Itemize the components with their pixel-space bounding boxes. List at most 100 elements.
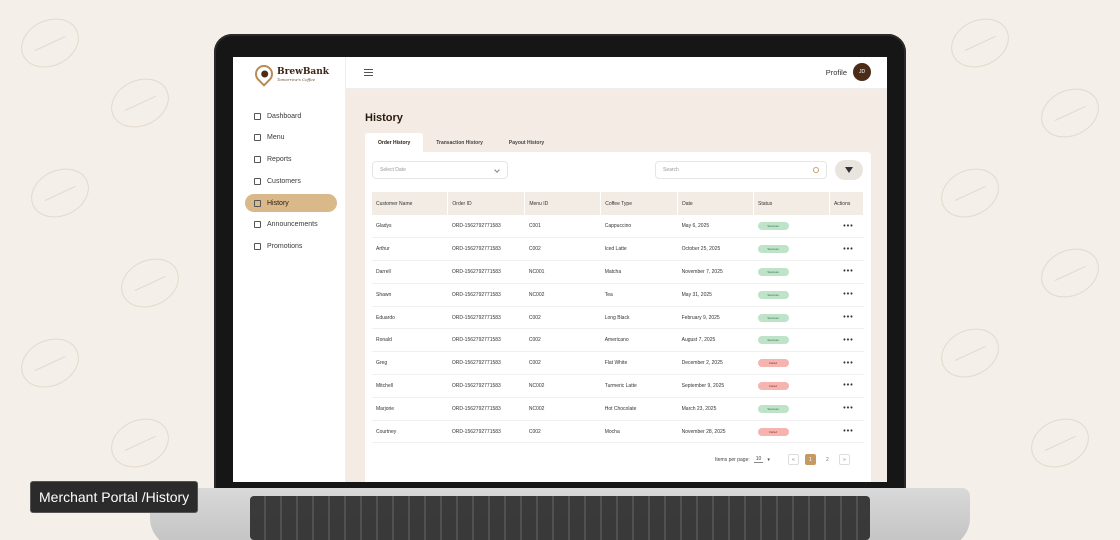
cell-date: November 28, 2025 xyxy=(677,420,754,444)
filter-button[interactable] xyxy=(835,160,863,180)
cell-actions: ••• xyxy=(829,374,864,398)
status-badge: Failed xyxy=(757,427,789,436)
status-badge: Success xyxy=(757,290,789,299)
cell-actions: ••• xyxy=(829,260,864,284)
table-row[interactable]: Arthur ORD-1562792771583 C002 Iced Latte Oct… xyxy=(372,237,864,262)
table-row[interactable]: Shawn ORD-1562792771583 NC002 Tea May 31, 20… xyxy=(372,283,864,307)
status-badge: Failed xyxy=(757,381,789,390)
page-button-2[interactable]: 2 xyxy=(825,456,829,463)
cell-coffee: Turmeric Latte xyxy=(600,374,678,398)
column-header: Coffee Type xyxy=(600,192,679,215)
cell-actions: ••• xyxy=(829,283,864,307)
cell-order-id: ORD-1562792771583 xyxy=(447,283,525,307)
column-header: Menu ID xyxy=(524,192,602,215)
cell-menu-id: C002 xyxy=(524,237,601,262)
table-row[interactable]: Eduardo ORD-1562792771583 C002 Long Black Fe… xyxy=(372,306,864,330)
more-actions-icon[interactable]: ••• xyxy=(843,382,854,390)
order-history-panel: Select Date Search Customer Name Order I… xyxy=(365,152,871,482)
table-row[interactable]: Darrell ORD-1562792771583 NC001 Matcha Novem… xyxy=(372,260,864,284)
brand-name: BrewBank xyxy=(277,66,330,77)
app-screen: BrewBank Tomorrow's Coffee Dashboard Men… xyxy=(233,57,887,482)
more-actions-icon[interactable]: ••• xyxy=(843,336,854,344)
coffee-pin-icon xyxy=(251,61,277,87)
cell-status: Success xyxy=(753,215,830,239)
next-page-button[interactable]: » xyxy=(838,454,850,465)
sidebar-item-label: History xyxy=(267,199,289,207)
tab-payout-history[interactable]: Payout History xyxy=(508,139,545,146)
table-row[interactable]: Mitchell ORD-1562792771583 NC002 Turmeric L… xyxy=(372,374,864,398)
table-row[interactable]: Greg ORD-1562792771583 C002 Flat White Decem… xyxy=(372,351,864,376)
sidebar-item-announcements[interactable]: Announcements xyxy=(245,216,337,234)
column-header: Actions xyxy=(829,192,865,215)
cell-coffee: Americano xyxy=(600,328,678,353)
sidebar-item-history[interactable]: History xyxy=(245,194,337,213)
sidebar-item-dashboard[interactable]: Dashboard xyxy=(245,107,337,125)
cell-actions: ••• xyxy=(829,237,864,262)
cell-menu-id: C002 xyxy=(524,328,601,353)
cell-status: Success xyxy=(753,397,830,421)
table-row[interactable]: Marjorie ORD-1562792771583 NC002 Hot Chocol… xyxy=(372,397,864,421)
cell-name: Mitchell xyxy=(372,374,448,398)
cell-name: Arthur xyxy=(372,237,448,262)
cell-order-id: ORD-1562792771583 xyxy=(447,237,525,262)
more-actions-icon[interactable]: ••• xyxy=(843,359,854,367)
items-per-page-select[interactable]: 10 xyxy=(753,456,764,463)
cell-coffee: Matcha xyxy=(600,260,678,284)
page-button-1[interactable]: 1 xyxy=(804,454,816,465)
cell-status: Success xyxy=(753,260,830,284)
more-actions-icon[interactable]: ••• xyxy=(843,291,854,299)
history-tabs: Order History Transaction History Payout… xyxy=(365,133,557,152)
sidebar-item-label: Menu xyxy=(267,134,285,142)
cell-menu-id: NC001 xyxy=(524,260,601,284)
cell-coffee: Mocha xyxy=(600,420,678,444)
sidebar-item-label: Announcements xyxy=(267,221,318,229)
tab-transaction-history[interactable]: Transaction History xyxy=(436,139,483,146)
table-row[interactable]: Gladys ORD-1562792771583 C001 Cappuccino May… xyxy=(372,215,864,239)
cell-order-id: ORD-1562792771583 xyxy=(447,215,525,239)
date-select-placeholder: Select Date xyxy=(380,167,406,173)
avatar[interactable]: JD xyxy=(853,63,871,81)
cell-name: Ronald xyxy=(372,328,448,353)
more-actions-icon[interactable]: ••• xyxy=(843,428,854,436)
first-page-button[interactable]: « xyxy=(787,454,799,465)
cell-status: Success xyxy=(753,306,830,330)
cell-actions: ••• xyxy=(829,328,864,353)
page-title: History xyxy=(365,112,403,124)
cell-order-id: ORD-1562792771583 xyxy=(447,397,525,421)
sidebar-item-customers[interactable]: Customers xyxy=(245,172,337,190)
table-row[interactable]: Ronald ORD-1562792771583 C002 Americano Augu… xyxy=(372,328,864,353)
hamburger-icon[interactable] xyxy=(364,69,373,78)
cell-order-id: ORD-1562792771583 xyxy=(447,420,525,444)
megaphone-icon xyxy=(254,221,261,229)
document-icon xyxy=(254,156,261,164)
more-actions-icon[interactable]: ••• xyxy=(843,245,854,253)
date-select[interactable]: Select Date xyxy=(372,161,508,179)
cell-name: Gladys xyxy=(372,215,448,239)
items-per-page-label: Items per page: xyxy=(715,456,750,463)
brand-logo[interactable]: BrewBank Tomorrow's Coffee xyxy=(251,61,330,87)
profile-link[interactable]: Profile xyxy=(825,68,847,77)
more-actions-icon[interactable]: ••• xyxy=(843,268,854,276)
cell-date: May 31, 2025 xyxy=(677,283,754,307)
sidebar: BrewBank Tomorrow's Coffee Dashboard Men… xyxy=(233,57,346,482)
sidebar-item-menu[interactable]: Menu xyxy=(245,129,337,147)
column-header: Customer Name xyxy=(372,192,449,215)
cell-coffee: Tea xyxy=(600,283,678,307)
cell-date: September 9, 2025 xyxy=(677,374,754,398)
sidebar-item-reports[interactable]: Reports xyxy=(245,151,337,169)
sidebar-item-promotions[interactable]: Promotions xyxy=(245,238,337,256)
tab-order-history[interactable]: Order History xyxy=(365,133,424,152)
cell-name: Courtney xyxy=(372,420,448,444)
more-actions-icon[interactable]: ••• xyxy=(843,405,854,413)
search-input[interactable]: Search xyxy=(655,161,827,179)
more-actions-icon[interactable]: ••• xyxy=(843,314,854,322)
laptop-keyboard xyxy=(250,496,870,540)
cell-actions: ••• xyxy=(829,397,864,421)
cell-name: Greg xyxy=(372,351,448,376)
more-actions-icon[interactable]: ••• xyxy=(843,222,854,230)
cell-date: December 2, 2025 xyxy=(677,351,754,376)
cell-menu-id: C002 xyxy=(524,420,601,444)
caption-label: Merchant Portal /History xyxy=(30,481,199,513)
table-body: Gladys ORD-1562792771583 C001 Cappuccino May… xyxy=(372,215,864,444)
table-row[interactable]: Courtney ORD-1562792771583 C002 Mocha Novemb… xyxy=(372,420,864,444)
